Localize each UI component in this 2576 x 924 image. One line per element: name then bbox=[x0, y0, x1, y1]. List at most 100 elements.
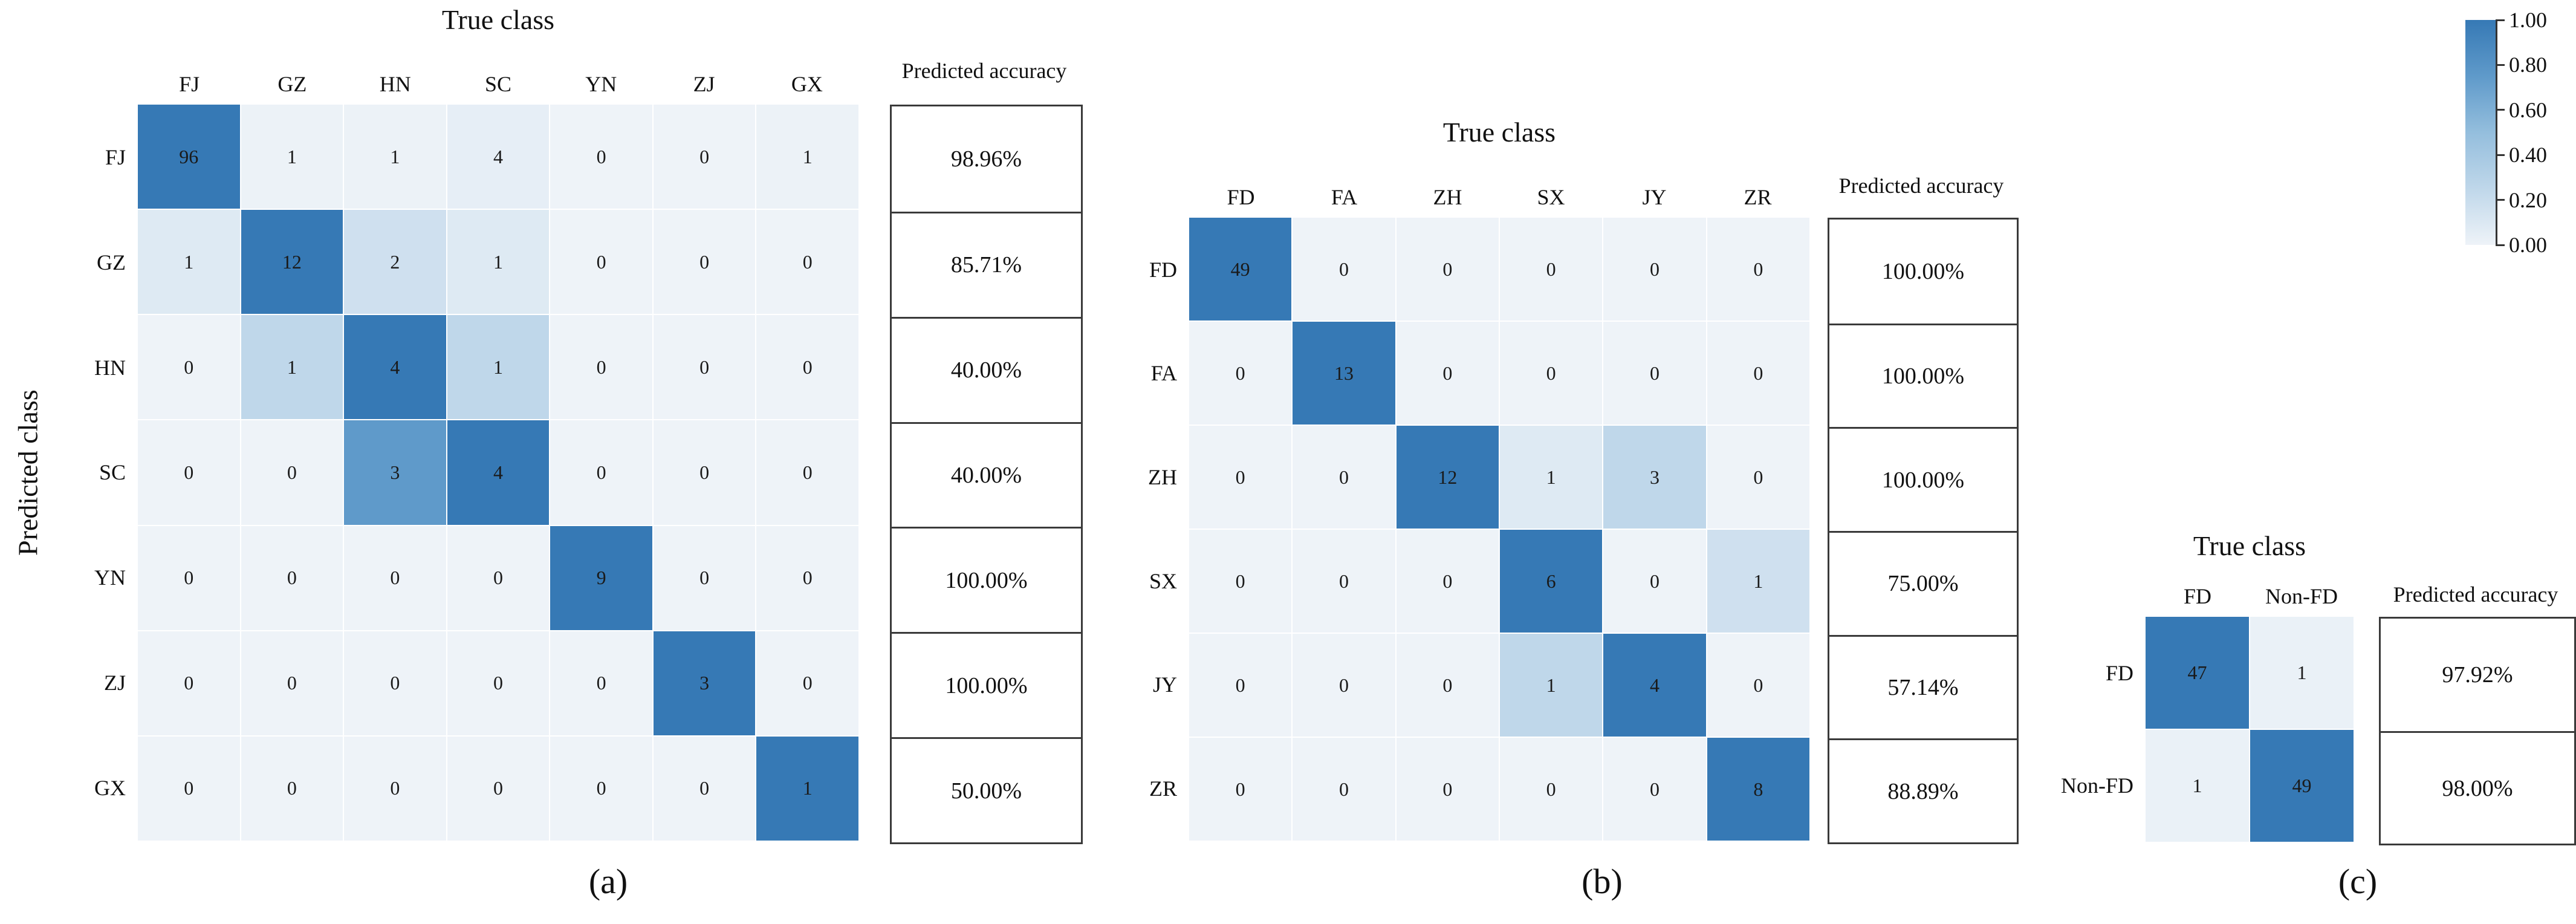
matrix-cell: 0 bbox=[344, 631, 446, 735]
matrix-cell: 0 bbox=[550, 105, 652, 209]
matrix-cell: 3 bbox=[1603, 426, 1706, 529]
accuracy-value: 100.00% bbox=[1829, 323, 2017, 428]
accuracy-value: 57.14% bbox=[1829, 634, 2017, 739]
row-label: SX bbox=[1149, 568, 1177, 593]
column-header: JY bbox=[1642, 185, 1667, 209]
colorbar-tick-label: 0.80 bbox=[2509, 53, 2547, 77]
matrix-cell: 1 bbox=[241, 105, 343, 209]
matrix-cell: 0 bbox=[241, 420, 343, 525]
matrix-cell: 8 bbox=[1707, 738, 1809, 841]
matrix-cell: 0 bbox=[138, 525, 240, 630]
matrix-cell: 0 bbox=[550, 736, 652, 841]
row-label: FA bbox=[1150, 361, 1177, 386]
column-header: GX bbox=[791, 72, 823, 96]
accuracy-value: 97.92% bbox=[2442, 662, 2513, 688]
matrix-cell: 0 bbox=[1189, 530, 1292, 633]
accuracy-value: 98.00% bbox=[2381, 731, 2574, 844]
matrix-cell: 12 bbox=[241, 210, 343, 314]
matrix-cell: 0 bbox=[447, 525, 550, 630]
column-header: ZJ bbox=[693, 72, 715, 96]
matrix-cell: 0 bbox=[138, 315, 240, 420]
matrix-cell: 1 bbox=[2250, 617, 2354, 729]
accuracy-value: 98.96% bbox=[950, 146, 1022, 172]
matrix-cell: 1 bbox=[756, 736, 858, 841]
row-label: FD bbox=[1149, 257, 1177, 282]
colorbar-gradient bbox=[2465, 20, 2497, 245]
matrix-cell: 0 bbox=[1293, 530, 1395, 633]
colorbar-tick-label: 1.00 bbox=[2509, 8, 2547, 32]
accuracy-value: 40.00% bbox=[892, 421, 1081, 527]
colorbar-tick bbox=[2496, 19, 2505, 21]
matrix-cell: 0 bbox=[1189, 634, 1292, 737]
accuracy-value: 100.00% bbox=[892, 632, 1081, 737]
matrix-cell: 0 bbox=[1499, 218, 1603, 320]
matrix-cell: 4 bbox=[1603, 634, 1706, 737]
matrix-cell: 0 bbox=[756, 315, 858, 420]
matrix-cell: 13 bbox=[1293, 322, 1395, 425]
matrix-cell: 3 bbox=[653, 631, 756, 735]
matrix-cell: 0 bbox=[653, 525, 756, 630]
matrix-cell: 0 bbox=[1396, 738, 1499, 841]
matrix-cell: 12 bbox=[1396, 426, 1499, 529]
panel-c-true-class-title: True class bbox=[2193, 530, 2306, 561]
matrix-cell: 0 bbox=[653, 420, 756, 525]
matrix-cell: 1 bbox=[241, 315, 343, 420]
panel-a-accuracy-table: 98.96% 85.71% 40.00% 40.00% 100.00% 100.00% 50… bbox=[890, 105, 1083, 844]
accuracy-value: 40.00% bbox=[892, 316, 1081, 422]
panel-b-row-labels: FD FA ZH SX JY ZR bbox=[1086, 218, 1187, 841]
matrix-cell: 9 bbox=[550, 525, 652, 630]
matrix-cell: 3 bbox=[344, 420, 446, 525]
column-header: GZ bbox=[277, 72, 307, 96]
matrix-cell: 1 bbox=[447, 315, 550, 420]
panel-c-accuracy-header: Predicted accuracy bbox=[2393, 582, 2558, 607]
panel-a-true-class-title: True class bbox=[441, 4, 555, 35]
row-label: YN bbox=[94, 565, 126, 590]
row-label: FJ bbox=[105, 145, 126, 169]
column-header: HN bbox=[379, 72, 411, 96]
column-header: YN bbox=[585, 72, 617, 96]
matrix-cell: 0 bbox=[1293, 634, 1395, 737]
matrix-cell: 0 bbox=[447, 736, 550, 841]
matrix-cell: 0 bbox=[653, 210, 756, 314]
matrix-cell: 0 bbox=[550, 210, 652, 314]
colorbar-tick-label: 0.40 bbox=[2509, 143, 2547, 168]
panel-a-caption: (a) bbox=[588, 862, 628, 901]
colorbar-tick-label: 0.00 bbox=[2509, 233, 2547, 257]
panel-c-row-labels: FD Non-FD bbox=[2043, 617, 2143, 842]
row-label: Non-FD bbox=[2060, 773, 2133, 798]
matrix-cell: 0 bbox=[756, 420, 858, 525]
colorbar-tick-label: 0.20 bbox=[2509, 187, 2547, 212]
matrix-cell: 0 bbox=[241, 736, 343, 841]
matrix-cell: 0 bbox=[550, 420, 652, 525]
accuracy-value: 88.89% bbox=[1829, 738, 2017, 842]
panel-a-row-labels: FJ GZ HN SC YN ZJ GX bbox=[35, 105, 135, 841]
matrix-cell: 1 bbox=[1499, 634, 1603, 737]
matrix-cell: 0 bbox=[1293, 218, 1395, 320]
matrix-cell: 0 bbox=[1396, 218, 1499, 320]
matrix-cell: 0 bbox=[1189, 322, 1292, 425]
matrix-cell: 1 bbox=[447, 210, 550, 314]
panel-c-confusion-matrix: 47 1 1 49 bbox=[2146, 617, 2354, 842]
matrix-cell: 0 bbox=[1707, 634, 1809, 737]
matrix-cell: 0 bbox=[1396, 322, 1499, 425]
column-header: ZR bbox=[1744, 185, 1772, 209]
matrix-cell: 1 bbox=[2146, 730, 2249, 842]
matrix-cell: 0 bbox=[1189, 426, 1292, 529]
matrix-cell: 0 bbox=[1603, 322, 1706, 425]
panel-b-column-headers: FD FA ZH SX JY ZR bbox=[1189, 180, 1809, 214]
matrix-cell: 0 bbox=[1499, 738, 1603, 841]
matrix-cell: 1 bbox=[1499, 426, 1603, 529]
matrix-cell: 0 bbox=[756, 631, 858, 735]
matrix-cell: 0 bbox=[550, 315, 652, 420]
row-label: HN bbox=[94, 355, 126, 380]
matrix-cell: 0 bbox=[138, 736, 240, 841]
row-label: GZ bbox=[97, 250, 126, 275]
matrix-cell: 0 bbox=[241, 631, 343, 735]
panel-a-accuracy-header: Predicted accuracy bbox=[901, 59, 1067, 83]
colorbar-tick bbox=[2496, 154, 2505, 156]
colorbar-tick bbox=[2496, 199, 2505, 201]
panel-b-accuracy-table: 100.00% 100.00% 100.00% 75.00% 57.14% 88.89% bbox=[1828, 218, 2019, 844]
row-label: JY bbox=[1152, 672, 1177, 697]
column-header: Non-FD bbox=[2265, 584, 2338, 608]
